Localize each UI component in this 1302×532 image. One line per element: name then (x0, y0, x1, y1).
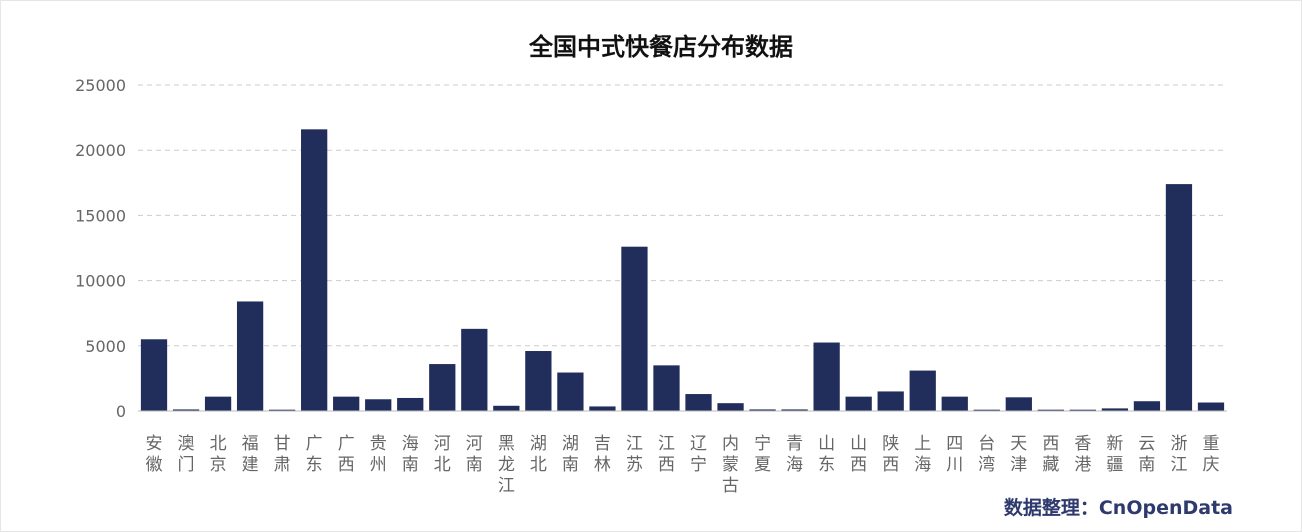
bar-湖北 (525, 351, 552, 411)
bar-河北 (429, 364, 456, 411)
x-tick-label: 香港 (1074, 434, 1091, 475)
bar-上海 (909, 370, 936, 411)
bars (140, 129, 1225, 411)
x-tick-label: 安徽 (146, 434, 163, 475)
bar-黑龙江 (493, 405, 520, 411)
x-tick-label: 青海 (786, 434, 803, 475)
x-tick-label: 辽宁 (690, 434, 707, 475)
chart-title: 全国中式快餐店分布数据 (528, 33, 793, 61)
bar-广西 (333, 396, 360, 411)
y-tick-label: 5000 (85, 337, 126, 356)
bar-贵州 (365, 399, 392, 411)
x-tick-label: 广西 (338, 434, 355, 475)
bar-云南 (1133, 401, 1161, 411)
x-tick-label: 天津 (1010, 434, 1027, 475)
x-tick-label: 吉林 (594, 434, 611, 475)
x-tick-label: 江西 (658, 434, 675, 475)
bar-内蒙古 (717, 403, 744, 411)
x-tick-label: 陕西 (882, 434, 899, 475)
bar-北京 (204, 396, 232, 411)
bar-湖南 (557, 372, 584, 411)
bar-山东 (813, 342, 840, 411)
bar-香港 (1069, 409, 1096, 411)
y-tick-label: 20000 (75, 141, 126, 160)
bar-青海 (781, 409, 808, 411)
bar-澳门 (172, 409, 200, 411)
x-tick-label: 内蒙古 (722, 434, 739, 496)
y-tick-label: 10000 (75, 272, 126, 291)
x-tick-label: 四川 (946, 434, 963, 475)
x-tick-label: 湖南 (562, 434, 579, 475)
bar-甘肃 (269, 409, 296, 411)
x-tick-label: 海南 (402, 434, 419, 475)
x-tick-label: 山西 (850, 434, 867, 475)
x-tick-label: 黑龙江 (498, 434, 515, 496)
y-axis-ticks: 0 5000 10000 15000 20000 25000 (75, 76, 126, 421)
x-tick-label: 浙江 (1170, 434, 1187, 475)
bar-辽宁 (685, 394, 712, 411)
bar-重庆 (1197, 402, 1225, 411)
y-tick-label: 15000 (75, 206, 126, 225)
y-tick-label: 0 (116, 402, 126, 421)
x-tick-label: 甘肃 (274, 434, 291, 475)
x-tick-label: 澳门 (178, 434, 195, 475)
bar-陕西 (877, 391, 904, 411)
bar-台湾 (973, 409, 1000, 411)
bar-山西 (845, 396, 872, 411)
x-tick-label: 江苏 (626, 434, 643, 475)
x-tick-label: 台湾 (978, 434, 995, 475)
x-tick-label: 上海 (914, 434, 931, 475)
x-tick-label: 河北 (434, 434, 451, 475)
x-tick-label: 贵州 (370, 434, 387, 475)
bar-海南 (397, 397, 424, 411)
source-note: 数据整理：CnOpenData (1004, 496, 1233, 519)
bar-江西 (653, 365, 680, 411)
x-tick-label: 山东 (818, 434, 835, 475)
x-tick-label: 云南 (1138, 434, 1155, 475)
x-tick-label: 新疆 (1106, 434, 1123, 475)
x-tick-label: 北京 (210, 434, 227, 475)
bar-西藏 (1037, 409, 1064, 411)
y-tick-label: 25000 (75, 76, 126, 95)
x-tick-label: 广东 (306, 434, 323, 475)
bar-吉林 (589, 406, 616, 411)
x-tick-label: 重庆 (1202, 434, 1219, 475)
bar-河南 (461, 328, 488, 411)
x-tick-label: 西藏 (1042, 434, 1059, 475)
x-tick-label: 河南 (466, 434, 483, 475)
bar-天津 (1005, 397, 1032, 411)
bar-宁夏 (749, 409, 776, 411)
bar-江苏 (621, 246, 648, 411)
x-tick-label: 宁夏 (754, 434, 771, 475)
x-tick-label: 福建 (242, 434, 259, 475)
bar-安徽 (140, 339, 168, 411)
x-axis-ticks: 安徽澳门北京福建甘肃广东广西贵州海南河北河南黑龙江湖北湖南吉林江苏江西辽宁内蒙古… (146, 434, 1220, 496)
bar-广东 (301, 129, 328, 411)
bar-四川 (941, 396, 968, 411)
bar-新疆 (1101, 408, 1129, 411)
bar-福建 (236, 301, 264, 411)
bar-浙江 (1165, 184, 1193, 411)
x-tick-label: 湖北 (530, 434, 547, 475)
